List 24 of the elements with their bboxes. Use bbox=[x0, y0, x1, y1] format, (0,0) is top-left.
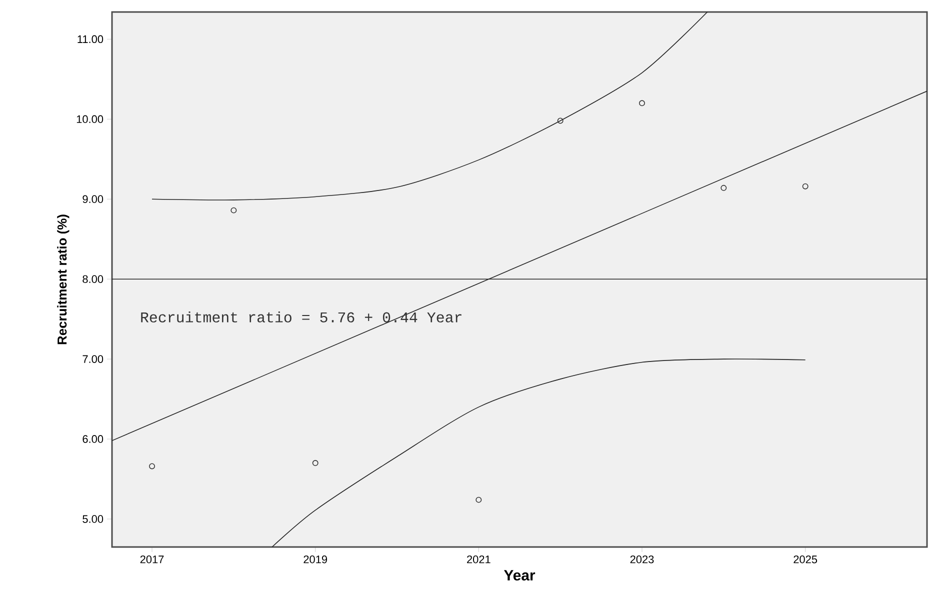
line-series bbox=[152, 12, 708, 200]
y-tick-label: 10.00 bbox=[76, 115, 104, 124]
point bbox=[312, 460, 318, 466]
y-tick-label: 5.00 bbox=[82, 515, 104, 523]
y-tick-label: 9.00 bbox=[82, 195, 104, 204]
point bbox=[230, 207, 237, 214]
x-tick-label: 2025 bbox=[794, 556, 818, 564]
line-series bbox=[272, 358, 806, 547]
x-axis-title: Year bbox=[504, 570, 536, 581]
y-tick-label: 6.00 bbox=[82, 435, 104, 443]
point bbox=[149, 463, 156, 470]
point bbox=[802, 183, 808, 190]
y-tick-label: 7.00 bbox=[82, 355, 104, 363]
point bbox=[476, 496, 482, 503]
point bbox=[557, 118, 564, 124]
y-axis-title: Recruitment ratio (%) bbox=[57, 214, 70, 344]
point bbox=[639, 100, 645, 106]
point bbox=[720, 184, 727, 191]
y-tick-label: 8.00 bbox=[82, 275, 104, 283]
x-tick-label: 2019 bbox=[304, 556, 328, 564]
x-tick-label: 2017 bbox=[140, 556, 164, 564]
x-tick-label: 2023 bbox=[630, 556, 654, 564]
x-tick-label: 2021 bbox=[467, 556, 490, 564]
y-tick-label: 11.00 bbox=[78, 35, 104, 44]
